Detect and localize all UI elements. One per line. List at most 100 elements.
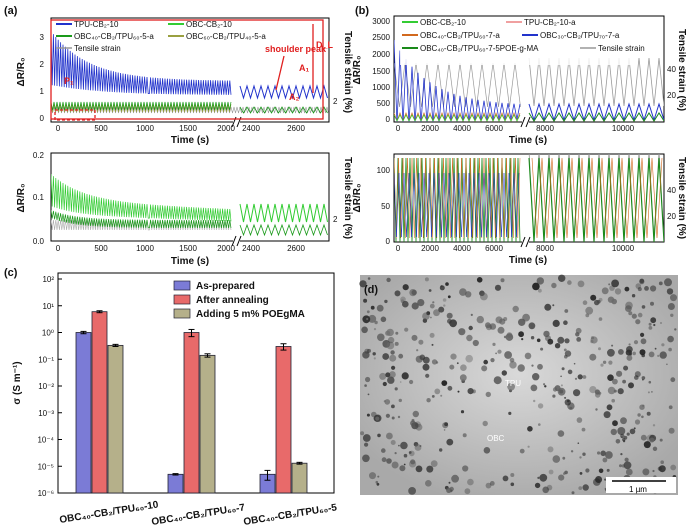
cb-particle [366,413,370,417]
legend-b-4: OBC₃₀-CB₂/TPU₇₀-7-a [540,31,620,40]
cb-particle [633,427,636,430]
legend-b-2: TPU-CB₂-10-a [524,18,576,27]
cb-particle [429,303,435,309]
cb-particle [577,374,583,380]
cb-particle [570,450,574,453]
cb-particle [360,431,365,436]
panel-a-bottom-xlabel: Time (s) [171,256,209,267]
cb-particle [400,441,408,450]
panel-a-bottom-xticks: 0 500 1000 1500 2000 2400 2600 [56,244,306,253]
panel-b-bottom-traces [394,154,664,242]
cb-particle [404,327,409,332]
cb-particle [670,464,677,471]
cb-particle [564,309,569,313]
cb-particle [509,361,517,369]
cb-particle [376,304,384,312]
cb-particle [628,311,633,316]
cb-particle [628,343,631,346]
cb-particle [648,351,655,358]
cb-particle [369,472,376,480]
obc40-trace-bottom [51,209,232,229]
a2-label: A₂ [289,92,300,102]
cb-particle [363,298,368,303]
panel-a-top-ylabel: ΔR/R₀ [16,58,27,87]
panel-a-bottom-frame [50,152,330,242]
cb-particle [368,314,377,323]
cb-particle [479,290,485,297]
cb-particle [543,383,546,386]
cb-particle [425,373,430,378]
cb-particle [377,333,385,342]
cb-particle [544,303,552,311]
cb-particle [510,482,515,487]
cb-particle [458,328,466,336]
cb-particle [654,347,657,350]
cb-particle [542,486,549,494]
cb-particle [537,363,543,370]
cb-particle [635,319,641,325]
cb-particle [552,319,560,327]
cb-particle [552,455,561,463]
cb-particle [485,391,491,398]
c-ytick-label: 10² [42,275,54,284]
tpu-trace-b-right [528,102,664,122]
cb-particle [611,298,617,305]
bar-1-0 [91,311,108,494]
panel-b-top-traces [394,39,664,122]
cb-particle [607,374,614,382]
cb-particle [652,446,658,451]
cb-particle [375,416,380,421]
cb-particle [552,304,555,307]
cb-particle [664,278,672,287]
panel-b-top-y2label: Tensile strain (%) [676,29,686,111]
cb-particle [366,317,369,321]
cb-particle [527,426,533,432]
cb-particle [533,399,536,403]
svg-text:10000: 10000 [612,244,635,253]
cb-particle [411,302,419,310]
cb-particle [538,288,542,293]
cb-particle [448,481,451,484]
cb-particle [632,351,636,356]
cb-particle [409,289,417,297]
cb-particle [362,434,371,442]
cb-particle [602,360,607,364]
cb-particle [438,306,445,313]
obc40-trace [51,101,232,111]
cb-particle [558,474,565,481]
cb-particle [611,344,614,347]
scalebar-label: 1 µm [629,485,647,494]
obc-trace-b [394,114,521,122]
panel-b-bottom-y2label: Tensile strain (%) [676,157,686,239]
svg-text:3000: 3000 [372,17,390,26]
cb-particle [608,283,611,286]
cb-particle [364,348,370,354]
cb-particle [443,304,446,307]
cb-particle [401,372,409,380]
obc40-trace-bottom-right [239,223,328,237]
cb-particle [540,347,544,351]
svg-text:1000: 1000 [136,244,154,253]
svg-text:40: 40 [667,186,676,195]
cb-particle [445,282,449,286]
legend-c-3: Adding 5 m% POEgMA [196,309,305,320]
cb-particle [652,424,656,427]
svg-text:2600: 2600 [287,244,305,253]
cb-particle [471,389,476,394]
cb-particle [376,482,380,486]
cb-particle [372,352,376,356]
cb-particle [624,286,630,292]
cb-particle [628,382,634,389]
cb-particle [451,474,459,483]
legend-a-1: TPU-CB₂-10 [74,20,119,29]
cb-particle [382,381,387,387]
a-ytick-0: 0 [40,114,45,123]
cb-particle [582,452,586,456]
cb-particle [379,372,387,380]
cb-particle [616,370,623,377]
orange-dense-trace [394,157,521,239]
cb-particle [668,347,672,352]
orange-trace-b2-right [531,157,663,239]
cb-particle [501,370,507,376]
panel-c-xticks: OBC₄₀-CB₂/TPU₆₀-10 OBC₄₀-CB₂/TPU₆₀-7 OBC… [59,499,338,527]
